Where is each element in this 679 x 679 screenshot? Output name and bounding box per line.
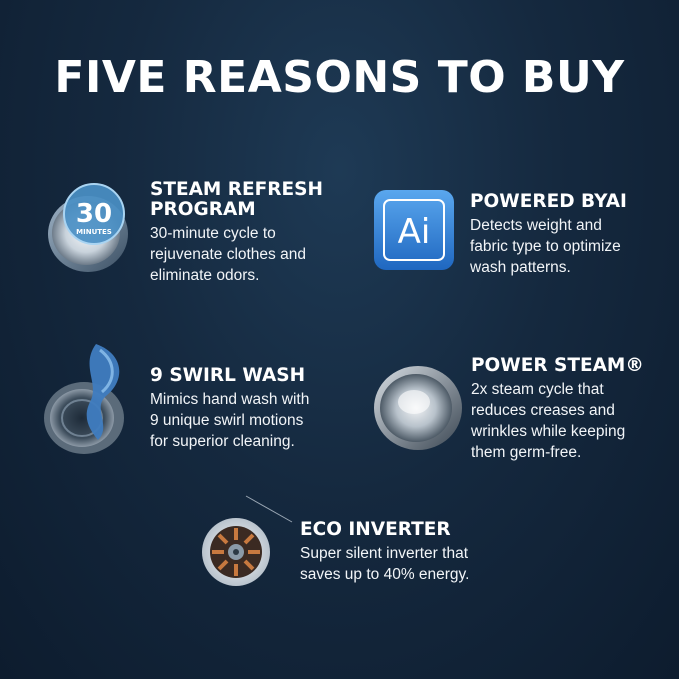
steam-drum-icon [374, 366, 462, 450]
badge-number: 30 [76, 199, 112, 229]
feature-description: Mimics hand wash with 9 unique swirl mot… [150, 391, 310, 450]
page-title: FIVE REASONS TO BUY [54, 52, 625, 103]
feature-description: Detects weight and fabric type to optimi… [470, 217, 621, 276]
drum-30-minutes-icon: 30 MINUTES [48, 183, 128, 272]
feature-heading: 9 SWIRL WASH [150, 365, 306, 386]
feature-heading: ECO INVERTER [300, 519, 451, 540]
feature-description: Super silent inverter that saves up to 4… [300, 545, 470, 583]
swirl-drum-icon [44, 344, 124, 454]
feature-heading: POWER STEAM® [471, 355, 644, 376]
ai-text: Ai [398, 212, 431, 252]
feature-description: 2x steam cycle that reduces creases and … [471, 381, 626, 461]
feature-heading: STEAM REFRESH PROGRAM [150, 179, 323, 220]
feature-description: 30-minute cycle to rejuvenate clothes an… [150, 225, 306, 284]
ai-chip-icon: Ai [374, 190, 454, 270]
badge-text: MINUTES [76, 228, 112, 236]
inverter-motor-icon [202, 495, 293, 586]
feature-heading: POWERED BYAI [470, 191, 627, 212]
